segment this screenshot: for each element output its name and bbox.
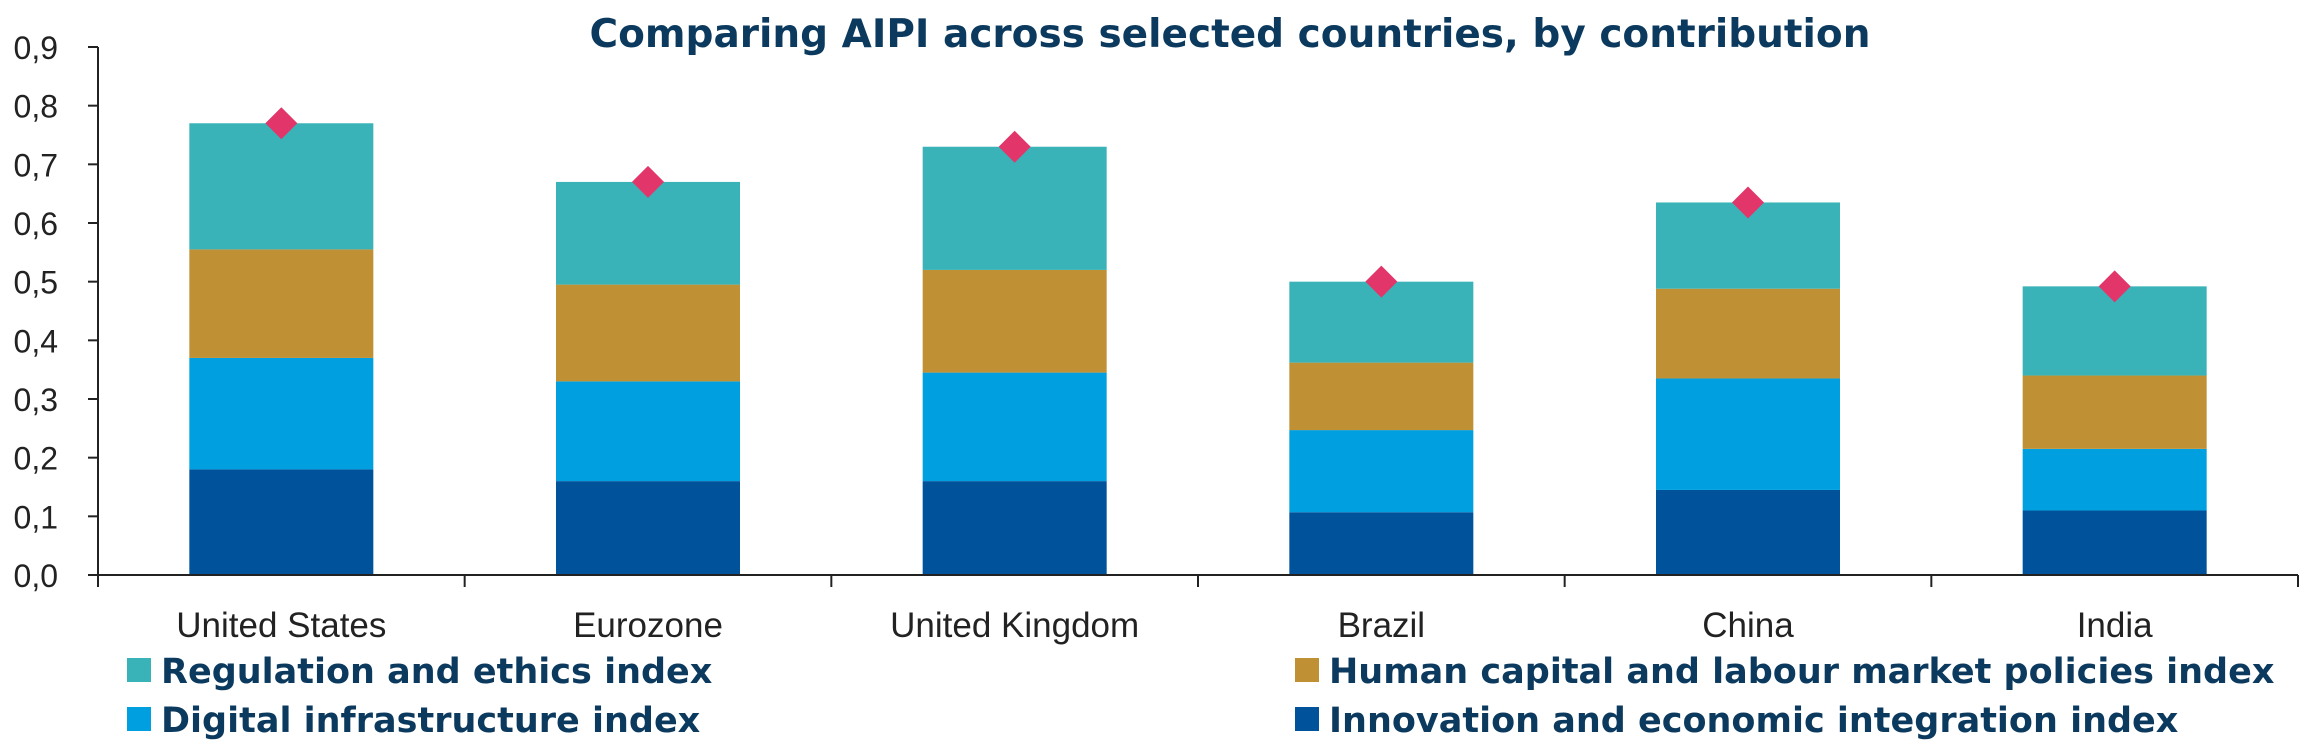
bar-eurozone-human-capital-and-labour-market-policies-index	[556, 284, 740, 382]
legend-swatch	[1295, 707, 1319, 731]
bar-china-digital-infrastructure-index	[1656, 378, 1840, 490]
bar-united-states-regulation-and-ethics-index	[189, 123, 374, 250]
x-tick-label-united-kingdom: United Kingdom	[890, 606, 1139, 645]
bar-united-kingdom-innovation-and-economic-integration-index	[922, 481, 1107, 575]
total-markers-layer	[265, 107, 2131, 303]
bar-united-states-human-capital-and-labour-market-policies-index	[189, 249, 374, 358]
bar-brazil-human-capital-and-labour-market-policies-index	[1289, 362, 1474, 431]
bar-china-human-capital-and-labour-market-policies-index	[1656, 288, 1840, 379]
bar-united-states-digital-infrastructure-index	[189, 357, 374, 470]
total-marker-china	[1732, 186, 1764, 219]
x-tick-label-brazil: Brazil	[1338, 606, 1426, 645]
bar-united-kingdom-human-capital-and-labour-market-policies-index	[922, 269, 1107, 373]
bar-brazil-digital-infrastructure-index	[1289, 430, 1474, 513]
bar-united-states-innovation-and-economic-integration-index	[189, 469, 374, 575]
bar-brazil-innovation-and-economic-integration-index	[1289, 512, 1474, 575]
bar-india-innovation-and-economic-integration-index	[2022, 510, 2207, 575]
legend-item-human-capital-and-labour-market-policies-index: Human capital and labour market policies…	[1295, 652, 2275, 692]
y-tick-label: 0,0	[14, 558, 58, 594]
bars-layer	[189, 123, 2207, 575]
x-tick-label-china: China	[1702, 606, 1794, 645]
y-tick-label: 0,2	[14, 441, 58, 477]
bar-united-kingdom-digital-infrastructure-index	[922, 372, 1107, 482]
legend-swatch	[1295, 658, 1319, 682]
legend-swatch	[127, 658, 151, 682]
x-tick-label-united-states: United States	[176, 606, 386, 645]
y-tick-label: 0,7	[14, 147, 58, 183]
legend-label: Human capital and labour market policies…	[1329, 652, 2275, 692]
legend-item-regulation-and-ethics-index: Regulation and ethics index	[127, 652, 713, 692]
total-marker-united-kingdom	[998, 130, 1031, 163]
axes-layer: 0,0 0,1 0,2 0,3 0,4 0,5 0,6 0,7 0,8 0,9 United Sta…	[14, 30, 2299, 645]
y-tick-label: 0,1	[14, 499, 58, 535]
bar-united-kingdom-regulation-and-ethics-index	[922, 146, 1107, 270]
legend-label: Digital infrastructure index	[161, 701, 701, 741]
bar-eurozone-regulation-and-ethics-index	[556, 181, 740, 285]
legend-label: Innovation and economic integration inde…	[1329, 701, 2179, 741]
legend-label: Regulation and ethics index	[161, 652, 713, 692]
x-tick-label-eurozone: Eurozone	[573, 606, 723, 645]
y-tick-label: 0,6	[14, 206, 58, 242]
total-marker-united-states	[265, 107, 298, 140]
chart-title: Comparing AIPI across selected countries…	[589, 12, 1870, 57]
bar-india-human-capital-and-labour-market-policies-index	[2022, 375, 2207, 449]
y-tick-label: 0,8	[14, 89, 58, 125]
legend-item-digital-infrastructure-index: Digital infrastructure index	[127, 701, 701, 741]
total-marker-eurozone	[632, 165, 664, 198]
y-tick-label: 0,3	[14, 382, 58, 418]
y-tick-label: 0,4	[14, 323, 58, 359]
total-marker-india	[2098, 270, 2131, 303]
bar-eurozone-digital-infrastructure-index	[556, 381, 740, 482]
bar-eurozone-innovation-and-economic-integration-index	[556, 481, 740, 575]
legend-swatch	[127, 707, 151, 731]
bar-china-innovation-and-economic-integration-index	[1656, 489, 1840, 575]
total-marker-brazil	[1365, 265, 1398, 298]
legend: Regulation and ethics index Human capital…	[127, 652, 2275, 741]
legend-item-innovation-and-economic-integration-index: Innovation and economic integration inde…	[1295, 701, 2179, 741]
y-tick-label: 0,9	[14, 30, 58, 66]
bar-india-digital-infrastructure-index	[2022, 448, 2207, 511]
y-tick-label: 0,5	[14, 265, 58, 301]
x-tick-label-india: India	[2077, 606, 2153, 645]
